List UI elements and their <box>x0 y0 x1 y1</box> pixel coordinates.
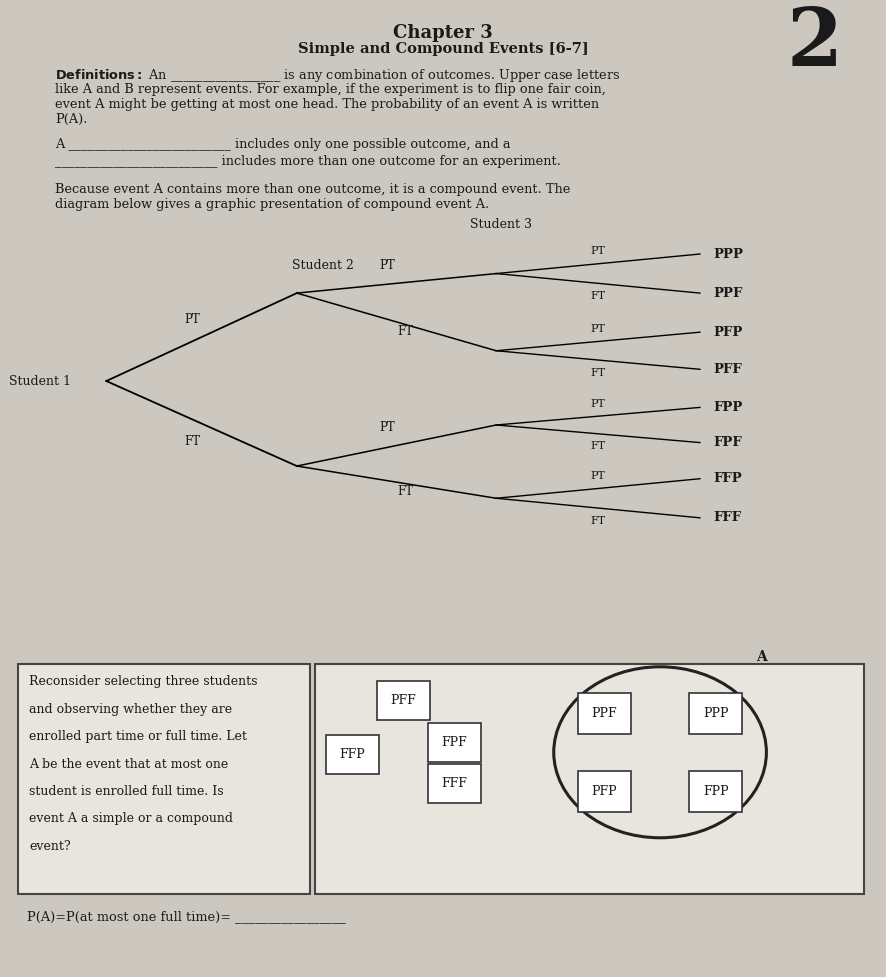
Bar <box>689 693 742 734</box>
Text: PT: PT <box>591 471 605 481</box>
Bar <box>315 664 864 894</box>
Bar <box>689 771 742 812</box>
Text: PT: PT <box>380 259 395 273</box>
Text: $\bf{Definitions:}$ An _________________ is any combination of outcomes. Upper c: $\bf{Definitions:}$ An _________________… <box>55 66 620 84</box>
Text: 2: 2 <box>787 5 843 83</box>
Text: PPP: PPP <box>703 706 728 720</box>
Text: PT: PT <box>591 323 605 334</box>
Text: Student 3: Student 3 <box>470 218 532 232</box>
Text: Student 1: Student 1 <box>9 374 71 388</box>
Text: P(A).: P(A). <box>55 112 88 126</box>
Text: FT: FT <box>184 435 201 447</box>
Text: FPP: FPP <box>703 785 728 798</box>
Text: PFP: PFP <box>713 325 742 339</box>
Text: FT: FT <box>590 367 606 378</box>
Text: PFF: PFF <box>390 694 416 707</box>
Text: Simple and Compound Events [6-7]: Simple and Compound Events [6-7] <box>298 42 588 56</box>
Text: PT: PT <box>591 399 605 408</box>
Bar <box>578 693 631 734</box>
Text: like A and B represent events. For example, if the experiment is to flip one fai: like A and B represent events. For examp… <box>55 83 606 97</box>
Text: FT: FT <box>590 442 606 451</box>
Text: PT: PT <box>185 313 200 326</box>
Text: FFF: FFF <box>713 511 742 525</box>
Bar <box>428 764 481 803</box>
Text: FT: FT <box>397 325 414 338</box>
Text: diagram below gives a graphic presentation of compound event A.: diagram below gives a graphic presentati… <box>55 197 489 211</box>
Text: FFF: FFF <box>441 777 468 790</box>
Text: P(A)=P(at most one full time)= _________________: P(A)=P(at most one full time)= _________… <box>27 910 346 923</box>
Bar <box>578 771 631 812</box>
Text: enrolled part time or full time. Let: enrolled part time or full time. Let <box>29 730 247 743</box>
Text: _________________________ includes more than one outcome for an experiment.: _________________________ includes more … <box>55 154 561 168</box>
Bar <box>428 723 481 762</box>
Bar <box>377 681 430 720</box>
Text: event A might be getting at most one head. The probability of an event A is writ: event A might be getting at most one hea… <box>55 98 599 111</box>
Text: FT: FT <box>590 291 606 301</box>
Text: A: A <box>757 650 767 664</box>
Text: Student 2: Student 2 <box>292 259 354 273</box>
Bar <box>326 735 379 774</box>
Text: Because event A contains more than one outcome, it is a compound event. The: Because event A contains more than one o… <box>55 183 571 196</box>
Text: FFP: FFP <box>339 747 366 761</box>
Text: FT: FT <box>590 516 606 526</box>
Text: PPF: PPF <box>713 286 742 300</box>
Text: event A a simple or a compound: event A a simple or a compound <box>29 812 233 826</box>
Text: FT: FT <box>397 486 414 498</box>
Text: PT: PT <box>380 421 395 435</box>
Text: FPF: FPF <box>713 436 742 449</box>
Text: FPF: FPF <box>441 736 468 749</box>
Text: A _________________________ includes only one possible outcome, and a: A _________________________ includes onl… <box>55 138 510 151</box>
Bar <box>18 664 310 894</box>
Text: PFP: PFP <box>592 785 617 798</box>
Text: and observing whether they are: and observing whether they are <box>29 702 232 716</box>
Text: student is enrolled full time. Is: student is enrolled full time. Is <box>29 785 224 798</box>
Text: FPP: FPP <box>713 401 742 414</box>
Text: PT: PT <box>591 246 605 256</box>
Text: FFP: FFP <box>713 472 742 486</box>
Text: Chapter 3: Chapter 3 <box>393 24 493 42</box>
Text: event?: event? <box>29 839 71 853</box>
Text: PPF: PPF <box>592 706 617 720</box>
Text: PFF: PFF <box>713 362 742 376</box>
Text: A be the event that at most one: A be the event that at most one <box>29 757 229 771</box>
Text: PPP: PPP <box>713 247 743 261</box>
Text: Reconsider selecting three students: Reconsider selecting three students <box>29 675 258 689</box>
